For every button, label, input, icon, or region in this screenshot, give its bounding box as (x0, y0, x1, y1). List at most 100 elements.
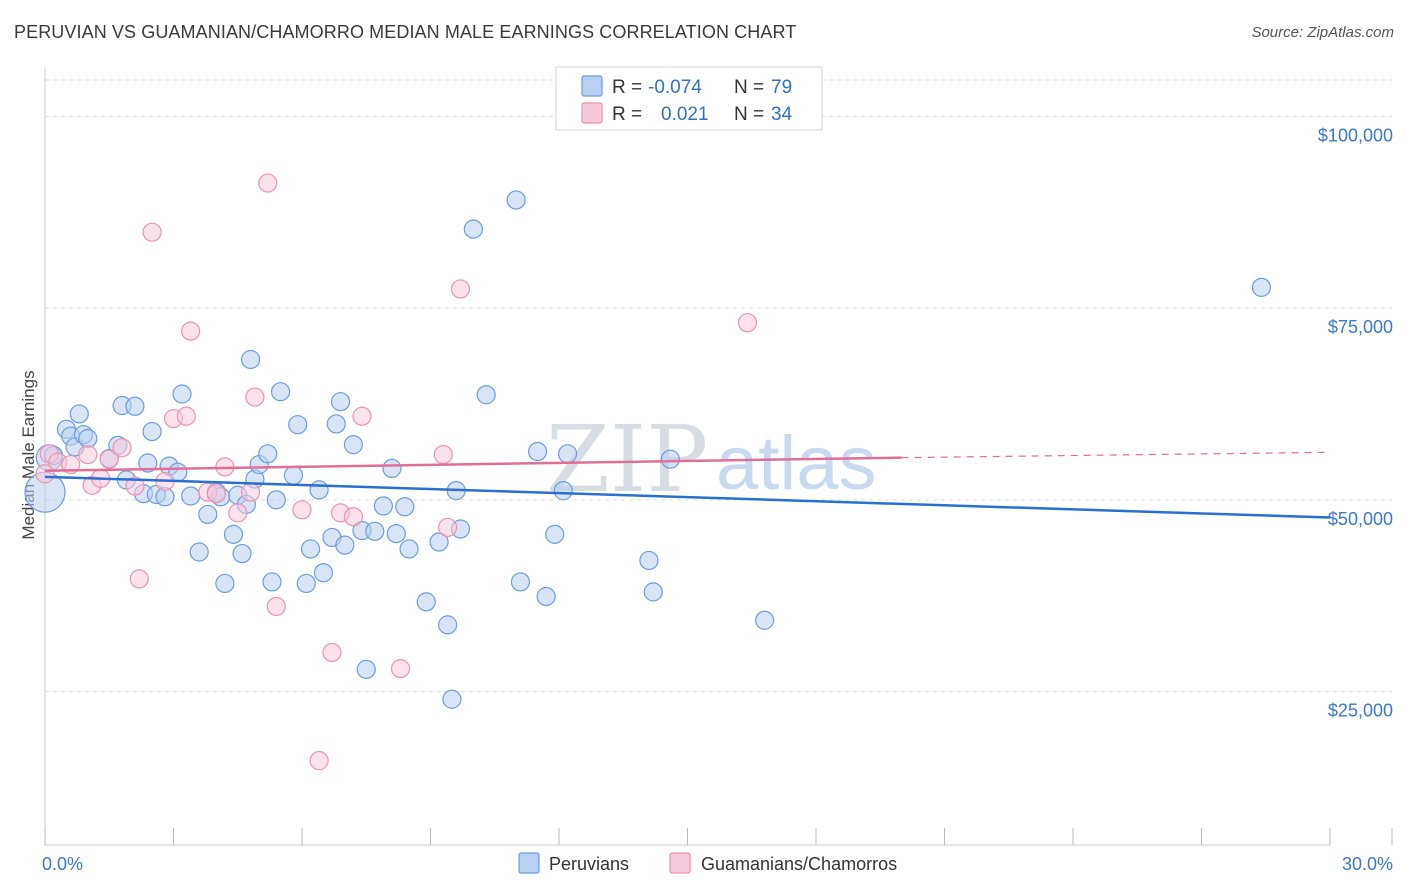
bottom-legend-label-guamanians: Guamanians/Chamorros (701, 854, 897, 874)
peruvian-point (343, 435, 363, 455)
guamanian-point (258, 173, 278, 193)
correlation-legend: R = -0.074 N = 79 R = 0.021 N = 34 (555, 66, 823, 131)
legend-n-value-1: 79 (771, 77, 792, 98)
guamanian-point (245, 387, 265, 407)
guamanian-point (181, 321, 201, 341)
bottom-legend-swatch-peruvians (518, 852, 540, 874)
legend-swatch-peruvians (581, 75, 603, 97)
peruvian-point (283, 465, 304, 485)
peruvian-point (386, 523, 406, 544)
peruvian-point (356, 659, 376, 679)
peruvian-point (442, 689, 462, 709)
peruvian-point (639, 550, 659, 571)
legend-r-value-1: -0.074 (648, 77, 702, 98)
x-tick-label-min: 0.0% (42, 854, 83, 874)
peruvian-point (382, 458, 402, 479)
trend-lines (44, 451, 1331, 519)
peruvian-point (78, 428, 98, 449)
peruvian-point (1251, 277, 1272, 297)
source-label: Source: ZipAtlas.com (1251, 24, 1394, 41)
peruvian-point (313, 563, 334, 583)
peruvian-point (215, 573, 235, 594)
peruvian-point (754, 610, 775, 630)
y-tick-label: $50,000 (1328, 509, 1393, 529)
peruvian-point (262, 572, 282, 592)
peruvian-point (399, 539, 419, 559)
guamanian-point (206, 484, 226, 504)
guamanian-point (322, 642, 342, 663)
peruvian-point (365, 521, 385, 541)
peruvian-point (300, 539, 321, 559)
guamanian-point (35, 464, 55, 484)
peruvian-point (510, 572, 531, 592)
x-ticks (44, 828, 1393, 845)
peruvian-point (125, 396, 145, 416)
y-axis-label: Median Male Earnings (19, 370, 38, 539)
bottom-legend-swatch-guamanians (669, 852, 691, 874)
peruvian-point (296, 573, 316, 594)
peruvian-point (643, 582, 663, 602)
peruvian-point (198, 504, 218, 525)
guamanians-trend-line (44, 456, 902, 472)
legend-r-label-1: R = (612, 77, 642, 98)
series-legend: Peruvians Guamanians/Chamorros (518, 852, 897, 874)
peruvian-point (557, 444, 578, 464)
peruvian-point (536, 586, 556, 607)
peruvian-point (232, 543, 252, 564)
guamanian-point (99, 449, 119, 469)
guamanian-point (125, 476, 145, 496)
peruvian-point (142, 421, 162, 442)
peruvian-point (288, 415, 308, 435)
guamanian-point (737, 313, 758, 333)
legend-n-label-2: N = (734, 104, 764, 125)
y-tick-label: $100,000 (1318, 125, 1393, 145)
peruvian-point (335, 535, 355, 555)
guamanian-point (241, 482, 261, 502)
peruvian-point (223, 524, 244, 544)
guamanian-point (450, 279, 471, 299)
guamanian-point (78, 444, 98, 465)
peruvian-point (416, 592, 436, 612)
guamanian-point (292, 500, 312, 520)
legend-r-value-2: 0.021 (661, 104, 709, 125)
peruvian-point (506, 190, 526, 210)
legend-n-label-1: N = (734, 77, 764, 98)
guamanian-point (129, 569, 149, 589)
guamanian-point (438, 517, 458, 538)
guamanian-point (176, 406, 196, 426)
peruvian-point (266, 490, 286, 510)
peruvian-point (309, 480, 329, 500)
legend-r-label-2: R = (612, 104, 642, 125)
peruvian-point (545, 524, 565, 544)
peruvian-point (476, 385, 496, 405)
peruvian-point (181, 486, 201, 506)
peruvian-point (172, 384, 192, 404)
guamanians-trend-extension (901, 451, 1331, 459)
guamanian-point (343, 507, 363, 527)
y-tick-label: $75,000 (1328, 317, 1393, 337)
chart-title: PERUVIAN VS GUAMANIAN/CHAMORRO MEDIAN MA… (14, 22, 797, 42)
guamanian-point (433, 444, 453, 465)
peruvian-point (527, 441, 548, 462)
peruvians-points (24, 190, 1272, 709)
legend-swatch-guamanians (581, 102, 603, 124)
guamanian-point (228, 503, 248, 523)
peruvian-point (395, 497, 415, 517)
peruvians-trend-line (44, 475, 1331, 519)
guamanian-point (309, 751, 329, 771)
peruvian-point (429, 532, 449, 552)
bottom-legend-label-peruvians: Peruvians (549, 854, 629, 874)
guamanian-point (112, 438, 132, 458)
guamanian-point (390, 658, 411, 679)
peruvian-point (373, 496, 393, 516)
y-tick-labels: $25,000 $50,000 $75,000 $100,000 (1318, 125, 1393, 720)
watermark-atlas: atlas (716, 421, 877, 506)
guamanian-point (352, 406, 372, 426)
grid-lines (45, 79, 1392, 693)
peruvian-point (330, 392, 351, 412)
guamanian-point (142, 222, 162, 242)
peruvian-point (138, 453, 158, 473)
peruvian-point (69, 404, 89, 424)
peruvian-point (258, 444, 278, 464)
